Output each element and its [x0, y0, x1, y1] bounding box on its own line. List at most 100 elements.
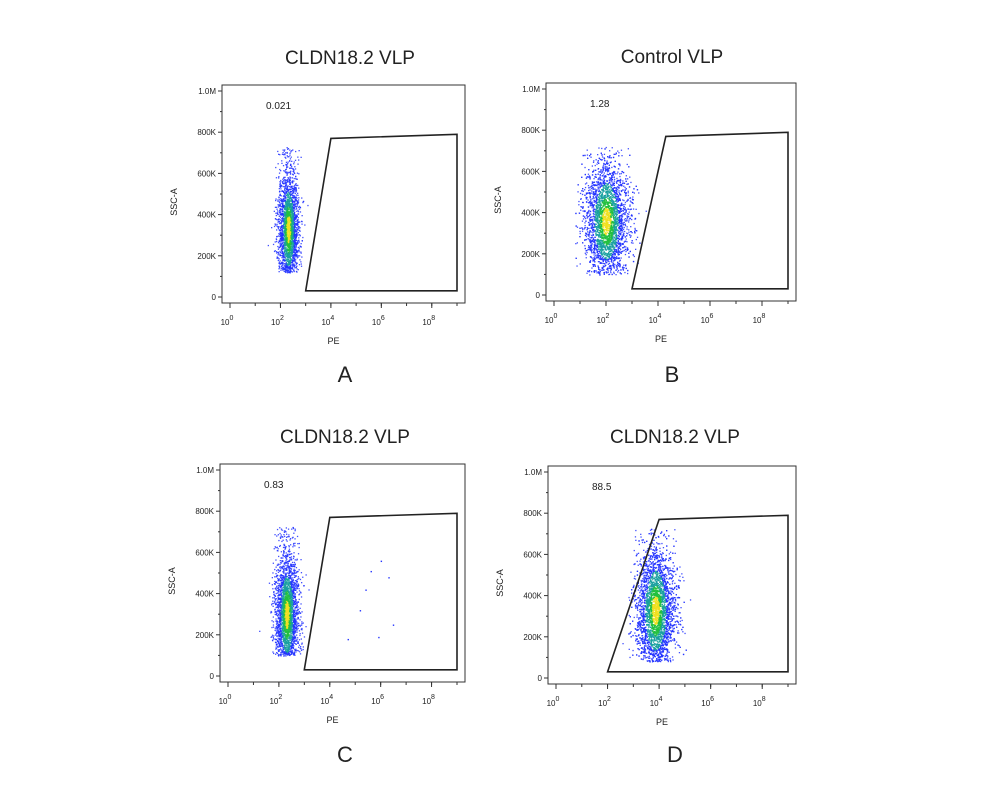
data-point: [595, 230, 597, 232]
data-point: [297, 184, 299, 187]
data-point: [274, 223, 276, 225]
data-point: [605, 256, 607, 259]
data-point: [597, 206, 599, 208]
data-point: [598, 261, 600, 263]
data-point: [291, 253, 293, 255]
data-point: [284, 257, 286, 259]
data-point: [292, 182, 294, 184]
data-point: [288, 242, 291, 245]
data-point: [288, 171, 290, 174]
data-point: [599, 203, 601, 205]
data-point: [282, 262, 284, 265]
data-point: [606, 161, 608, 163]
data-point: [613, 180, 615, 182]
data-point: [282, 264, 284, 266]
data-point: [298, 226, 300, 228]
data-point: [292, 222, 295, 224]
data-point: [597, 219, 599, 221]
data-point: [287, 272, 289, 274]
data-point: [600, 245, 602, 247]
data-point: [279, 181, 281, 183]
data-point: [605, 271, 607, 273]
data-point: [292, 212, 294, 215]
data-point: [284, 215, 286, 217]
data-point: [278, 261, 280, 263]
data-point: [604, 201, 606, 203]
data-point: [635, 208, 637, 210]
data-point: [279, 207, 281, 210]
data-point: [288, 193, 290, 195]
data-point: [293, 170, 295, 172]
data-point: [288, 229, 290, 231]
data-point: [281, 160, 283, 162]
data-point: [624, 230, 626, 233]
data-point: [294, 204, 296, 206]
data-point: [608, 199, 610, 201]
data-point: [292, 235, 294, 237]
data-point: [586, 149, 588, 151]
data-point: [301, 197, 303, 199]
data-point: [291, 160, 293, 162]
data-point: [284, 235, 286, 237]
data-point: [618, 226, 621, 229]
data-point: [624, 271, 626, 274]
data-point: [618, 238, 621, 241]
data-point: [603, 187, 605, 189]
panel-title: Control VLP: [621, 47, 723, 68]
data-point: [276, 240, 278, 243]
data-point: [284, 211, 286, 213]
data-point: [286, 227, 288, 229]
data-point: [589, 210, 592, 212]
data-point: [600, 258, 602, 261]
data-point: [286, 226, 288, 228]
data-point: [286, 265, 288, 267]
data-point: [596, 184, 598, 186]
data-point: [296, 224, 298, 226]
data-point: [599, 177, 601, 180]
data-point: [586, 233, 588, 235]
data-point: [292, 227, 294, 229]
data-point: [289, 180, 291, 182]
data-point: [279, 190, 281, 193]
data-point: [627, 272, 629, 275]
data-point: [622, 233, 625, 235]
data-point: [279, 186, 282, 188]
data-point: [285, 220, 288, 222]
data-point: [291, 223, 294, 225]
data-point: [289, 167, 291, 169]
data-point: [613, 204, 615, 207]
data-point: [293, 270, 295, 273]
data-point: [286, 194, 288, 196]
data-point: [618, 232, 620, 234]
data-point: [616, 204, 618, 206]
data-point: [274, 206, 277, 208]
data-point: [593, 257, 595, 259]
data-point: [602, 235, 604, 238]
data-point: [605, 146, 607, 149]
data-point: [287, 189, 289, 191]
data-point: [281, 251, 283, 253]
data-point: [615, 205, 617, 207]
data-point: [291, 187, 293, 189]
data-point: [295, 188, 297, 190]
data-point: [297, 234, 299, 236]
data-point: [598, 181, 600, 183]
data-point: [293, 234, 296, 236]
data-point: [606, 231, 608, 234]
data-point: [608, 216, 610, 219]
data-point: [608, 249, 610, 251]
data-point: [578, 204, 580, 206]
data-point: [279, 203, 281, 205]
data-point: [278, 241, 281, 243]
data-point: [615, 217, 617, 219]
data-point: [297, 249, 300, 251]
data-point: [288, 224, 291, 226]
data-point: [584, 252, 586, 254]
data-point: [288, 213, 290, 215]
data-point: [289, 149, 291, 151]
data-point: [281, 229, 283, 231]
data-point: [299, 245, 301, 247]
data-point: [607, 260, 609, 262]
data-point: [284, 231, 286, 233]
